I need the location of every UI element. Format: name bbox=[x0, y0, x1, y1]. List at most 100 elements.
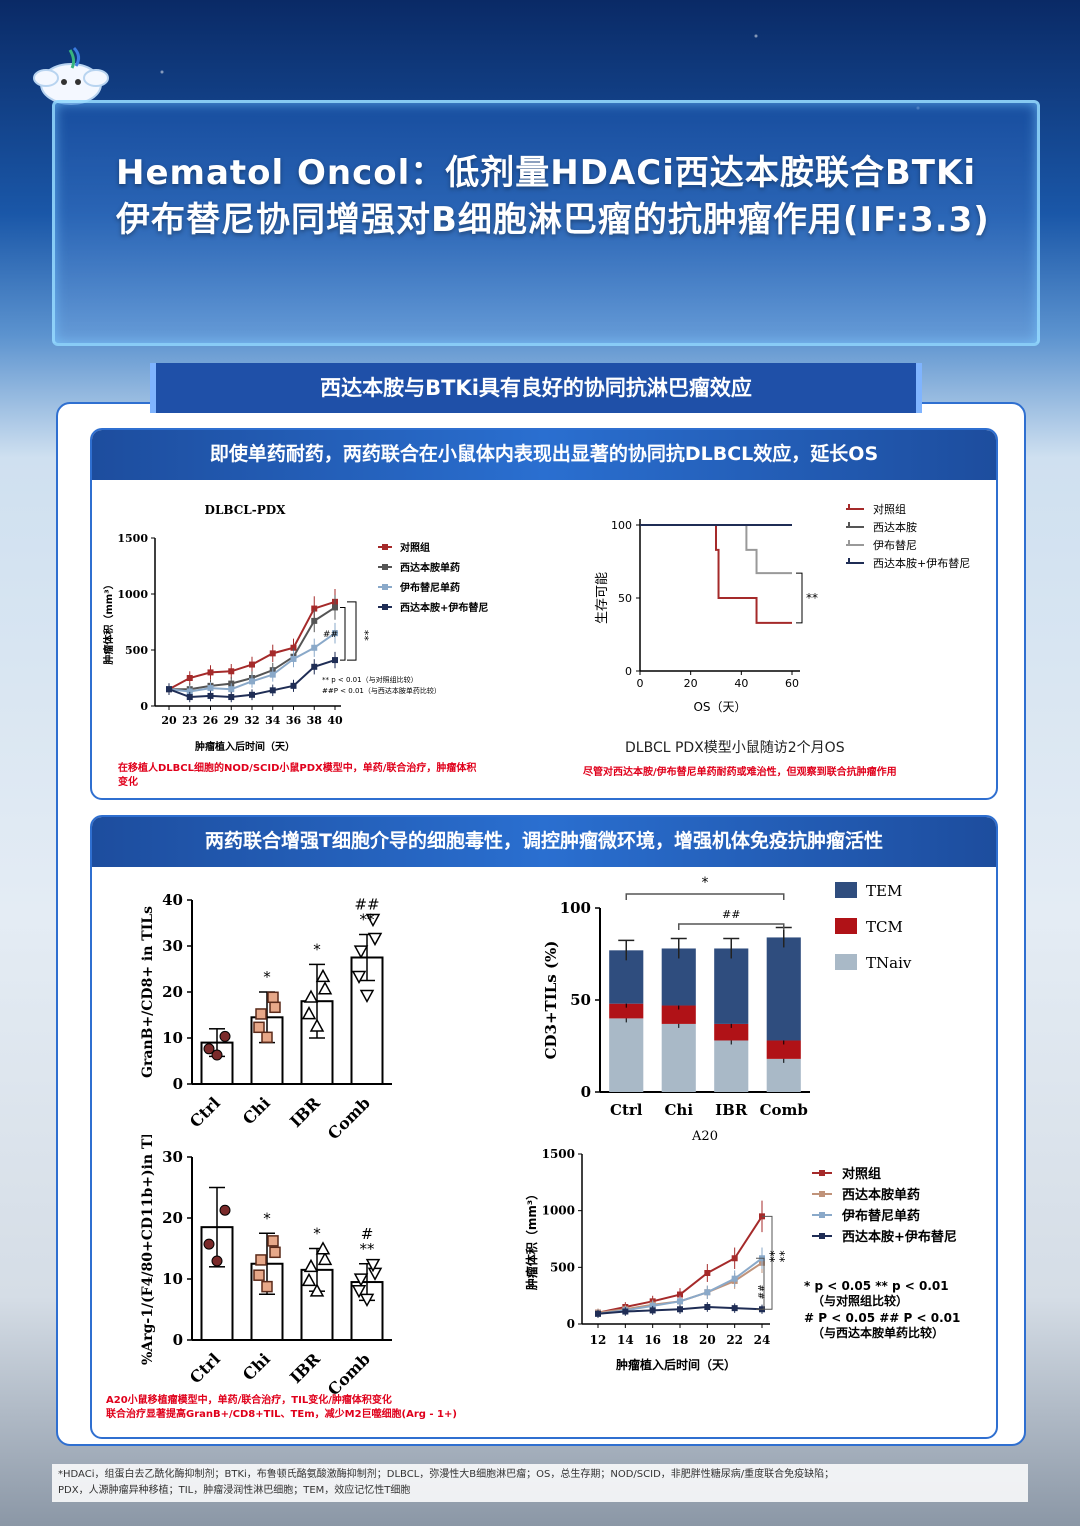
data-point bbox=[203, 1238, 215, 1250]
data-point bbox=[332, 657, 338, 664]
sig-mark: * bbox=[313, 1225, 321, 1243]
sig-mark: * bbox=[702, 875, 709, 891]
y-tick-label: 10 bbox=[162, 1029, 183, 1047]
data-point bbox=[704, 1304, 711, 1310]
bracket-inner bbox=[756, 1257, 765, 1310]
data-point bbox=[303, 1258, 319, 1273]
data-point bbox=[677, 1291, 683, 1298]
x-tick-label: IBR bbox=[715, 1101, 748, 1119]
y-tick-label: 1000 bbox=[542, 1204, 575, 1218]
data-point bbox=[649, 1307, 656, 1314]
x-tick-label: 23 bbox=[182, 714, 197, 727]
sig-mark: ## bbox=[755, 1284, 765, 1299]
bracket-inner bbox=[340, 606, 346, 661]
data-point bbox=[186, 675, 193, 681]
data-point bbox=[269, 1001, 281, 1014]
stacked-bar-segment bbox=[766, 1040, 801, 1059]
sig-mark: ** bbox=[358, 630, 371, 642]
data-point bbox=[367, 1267, 383, 1281]
legend-marker bbox=[382, 544, 388, 550]
data-point bbox=[704, 1289, 711, 1296]
data-point bbox=[731, 1255, 738, 1262]
y-axis-label: 肿瘤体积（mm³） bbox=[102, 579, 115, 664]
x-tick-label: 32 bbox=[244, 714, 259, 727]
legend-swatch bbox=[835, 882, 857, 898]
data-point bbox=[332, 604, 338, 611]
data-point bbox=[301, 1272, 317, 1287]
data-point bbox=[677, 1306, 683, 1313]
bracket bbox=[796, 572, 803, 624]
survival-curve bbox=[640, 524, 792, 624]
x-tick-label: 22 bbox=[726, 1333, 743, 1347]
data-point bbox=[301, 1006, 317, 1020]
y-tick-label: 0 bbox=[173, 1075, 183, 1093]
legend-marker bbox=[382, 564, 388, 570]
x-tick-label: Comb bbox=[760, 1101, 808, 1119]
bracket-outer bbox=[347, 601, 357, 661]
y-tick-label: 1500 bbox=[117, 532, 148, 545]
x-tick-label: 12 bbox=[590, 1333, 607, 1347]
data-point bbox=[211, 1049, 223, 1061]
section-banner: 西达本胺与BTKi具有良好的协同抗淋巴瘤效应 bbox=[150, 363, 922, 413]
legend-marker bbox=[819, 1191, 825, 1197]
data-point bbox=[353, 945, 369, 959]
sig-mark: ## bbox=[722, 908, 740, 921]
sig-mark: ** bbox=[360, 911, 376, 929]
data-point bbox=[269, 687, 276, 694]
data-point bbox=[261, 1031, 273, 1044]
page-title: Hematol Oncol：低剂量HDACi西达本胺联合BTKi伊布替尼协同增强… bbox=[116, 153, 990, 240]
legend-label: 西达本胺+伊布替尼 bbox=[400, 601, 488, 614]
data-point bbox=[253, 1021, 265, 1034]
data-point bbox=[649, 1302, 656, 1309]
x-tick-label: Comb bbox=[324, 1093, 374, 1140]
chart-title: DLBCL-PDX bbox=[205, 503, 287, 517]
section1-right-caption: 尽管对西达本胺/伊布替尼单药耐药或难治性，但观察到联合抗肿瘤作用 bbox=[583, 767, 897, 778]
sig-mark: ** bbox=[773, 1250, 787, 1262]
y-axis-label: CD3+TILs (%) bbox=[542, 941, 560, 1060]
data-point bbox=[731, 1305, 738, 1312]
stacked-bar-segment bbox=[714, 1023, 749, 1041]
data-point bbox=[219, 1030, 231, 1042]
sig-mark: * bbox=[313, 940, 321, 958]
data-point bbox=[228, 668, 235, 675]
chart-pdx-tumor-volume: DLBCL-PDX 0 500 1000 1500 20 23 26 29 32 34 36 38 40 肿… bbox=[102, 503, 488, 753]
legend-label: 对照组 bbox=[842, 1166, 881, 1182]
y-tick-label: 0 bbox=[625, 665, 632, 678]
y-tick-label: 30 bbox=[162, 1148, 183, 1166]
data-point bbox=[595, 1310, 601, 1317]
section1-right-title: DLBCL PDX模型小鼠随访2个月OS bbox=[625, 740, 845, 756]
data-point bbox=[269, 671, 276, 678]
data-point bbox=[267, 991, 279, 1004]
data-point bbox=[309, 1283, 325, 1297]
stacked-bar-segment bbox=[661, 1005, 696, 1024]
data-point bbox=[359, 989, 375, 1004]
stacked-bar-segment bbox=[766, 1058, 801, 1092]
stacked-bar-segment bbox=[609, 1003, 644, 1019]
stacked-bar-segment bbox=[661, 1023, 696, 1092]
data-point bbox=[228, 694, 235, 701]
x-tick-label: 29 bbox=[224, 714, 239, 727]
data-point bbox=[731, 1275, 738, 1282]
y-tick-label: 0 bbox=[581, 1083, 591, 1101]
section1-left-caption: 在移植人DLBCL细胞的NOD/SCID小鼠PDX模型中，单药/联合治疗，肿瘤体… bbox=[118, 763, 477, 788]
y-tick-label: 0 bbox=[140, 700, 148, 713]
y-tick-label: 30 bbox=[162, 937, 183, 955]
data-point bbox=[303, 989, 319, 1003]
data-point bbox=[317, 981, 333, 995]
data-point bbox=[290, 682, 297, 689]
title-frame bbox=[52, 100, 1040, 346]
legend-marker bbox=[819, 1233, 825, 1239]
stacked-bar-segment bbox=[714, 948, 749, 1024]
y-tick-label: 100 bbox=[611, 519, 632, 532]
x-tick-label: 18 bbox=[672, 1333, 689, 1347]
section1-header: 即使单药耐药，两药联合在小鼠体内表现出显著的协同抗DLBCL效应，延长OS bbox=[92, 430, 996, 480]
sig-bracket bbox=[625, 893, 785, 900]
data-point bbox=[219, 1204, 231, 1216]
sig-note: ** p < 0.01（与对照组比较） bbox=[322, 675, 418, 684]
x-tick-label: 26 bbox=[203, 714, 219, 727]
footnote: *HDACi，组蛋白去乙酰化酶抑制剂；BTKi，布鲁顿氏酪氨酸激酶抑制剂；DLB… bbox=[52, 1464, 1028, 1502]
sig-mark: # bbox=[361, 1225, 374, 1243]
data-point bbox=[186, 694, 193, 701]
data-point bbox=[311, 644, 318, 651]
footnote-line-2: PDX，人源肿瘤异种移植；TIL，肿瘤浸润性淋巴细胞；TEM，效应记忆性T细胞 bbox=[58, 1485, 411, 1496]
